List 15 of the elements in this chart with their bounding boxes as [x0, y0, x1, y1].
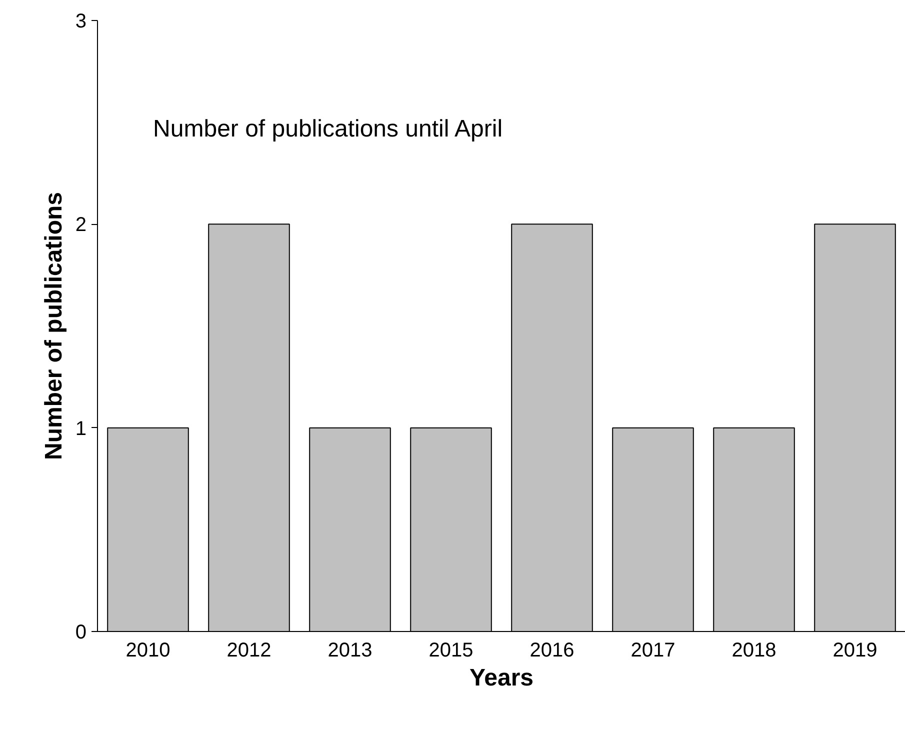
y-axis-title: Number of publications [40, 192, 68, 460]
x-tick-label: 2016 [530, 640, 574, 662]
x-tick-label: 2017 [630, 640, 676, 662]
x-tick-label: 2010 [126, 640, 170, 662]
x-tick-label: 2013 [328, 640, 372, 662]
y-tick-label: 2 [75, 214, 86, 236]
annotation: Number of publications until April [153, 116, 503, 143]
x-tick-label: 2012 [226, 640, 272, 662]
x-axis-title: Years [469, 664, 534, 692]
y-tick-label: 1 [75, 418, 86, 440]
y-tick-label: 0 [75, 622, 86, 644]
x-tick-label: 2019 [832, 640, 878, 662]
x-tick-label: 2015 [428, 640, 474, 662]
x-tick-label: 2018 [732, 640, 776, 662]
y-tick-label: 3 [75, 10, 86, 32]
